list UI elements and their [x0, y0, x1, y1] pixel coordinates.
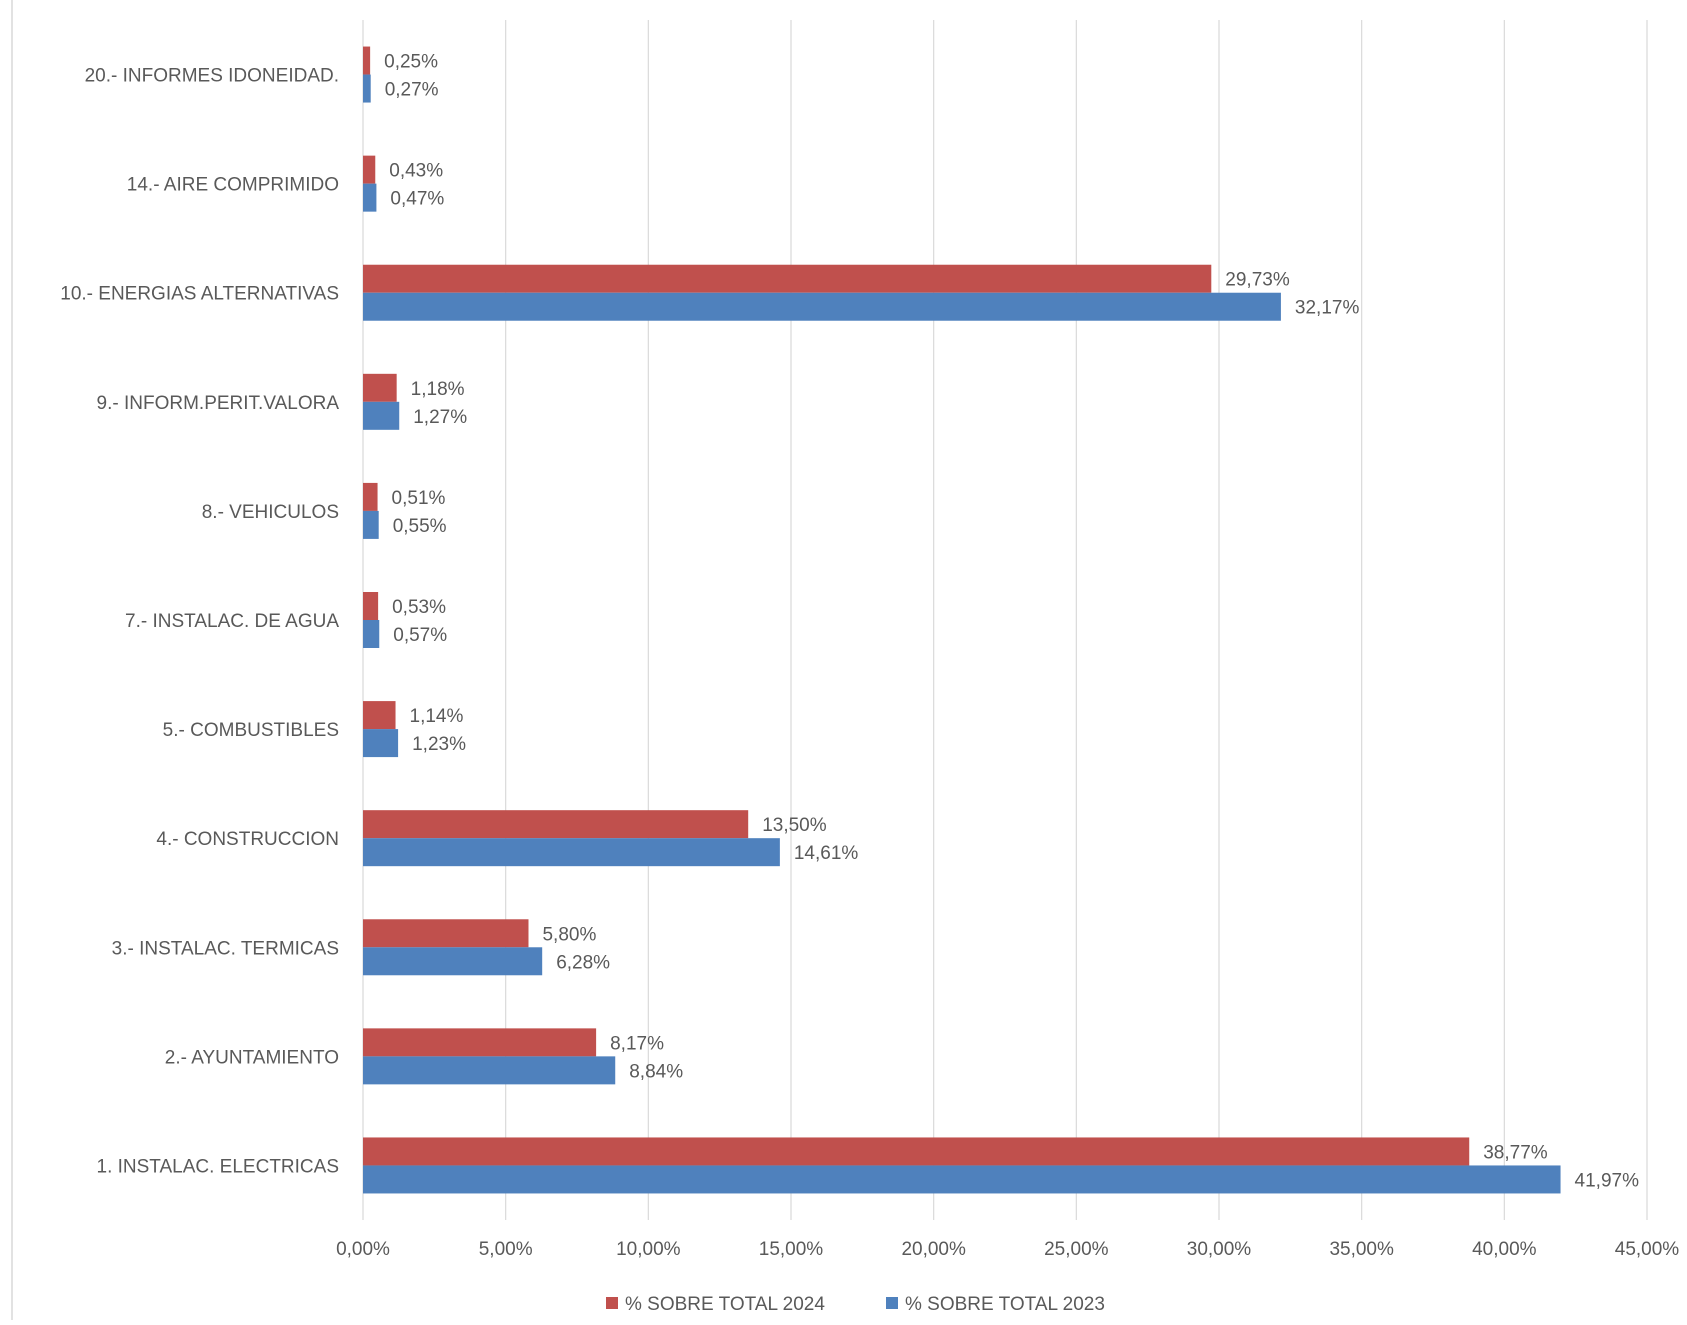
data-labels: 0,25% 0,27% 0,43% 0,47% 29,73%32,17% 1,18% 1,2… — [384, 52, 1639, 1192]
bar-2023 — [363, 401, 400, 430]
bar-2024 — [363, 155, 376, 184]
category-label: 10.- ENERGIAS ALTERNATIVAS — [60, 284, 339, 305]
category-label: 9.- INFORM.PERIT.VALORA — [97, 393, 340, 414]
bar-2024 — [363, 482, 378, 511]
bar-2024 — [363, 919, 529, 948]
bar-2023 — [363, 183, 377, 212]
bar-2023 — [363, 292, 1281, 321]
x-tick-label: 25,00% — [1044, 1239, 1109, 1260]
data-label-2023: 0,57% — [393, 625, 447, 646]
bar-2023 — [363, 74, 371, 103]
x-tick-label: 15,00% — [759, 1239, 824, 1260]
data-label-2023: 32,17% — [1295, 298, 1360, 319]
x-tick-label: 45,00% — [1615, 1239, 1680, 1260]
bar-2023 — [363, 620, 380, 648]
data-label-2024: 5,80% — [542, 924, 596, 945]
data-label-2024: 1,18% — [411, 379, 465, 400]
legend-swatch-2024 — [606, 1297, 618, 1309]
x-tick-label: 0,00% — [336, 1239, 390, 1260]
x-tick-label: 35,00% — [1329, 1239, 1394, 1260]
bar-2023 — [363, 729, 399, 758]
x-tick-label: 30,00% — [1187, 1239, 1252, 1260]
data-label-2024: 0,25% — [384, 52, 438, 73]
category-label: 20.- INFORMES IDONEIDAD. — [85, 66, 339, 87]
data-label-2023: 8,84% — [629, 1061, 683, 1082]
data-label-2023: 14,61% — [794, 843, 859, 864]
bar-2023 — [363, 1056, 616, 1085]
category-label: 8.- VEHICULOS — [202, 502, 339, 523]
data-label-2024: 0,51% — [392, 488, 446, 509]
legend-swatch-2023 — [886, 1297, 898, 1309]
category-label: 4.- CONSTRUCCION — [156, 829, 339, 850]
x-tick-label: 10,00% — [616, 1239, 681, 1260]
category-label: 3.- INSTALAC. TERMICAS — [112, 938, 339, 959]
x-tick-label: 20,00% — [901, 1239, 966, 1260]
category-label: 2.- AYUNTAMIENTO — [165, 1047, 339, 1068]
data-label-2024: 38,77% — [1483, 1142, 1548, 1163]
x-tick-label: 5,00% — [479, 1239, 533, 1260]
data-label-2023: 41,97% — [1575, 1170, 1640, 1191]
data-label-2023: 0,47% — [390, 189, 444, 210]
legend-label-2024: % SOBRE TOTAL 2024 — [625, 1294, 825, 1315]
category-label: 7.- INSTALAC. DE AGUA — [125, 611, 339, 632]
legend-label-2023: % SOBRE TOTAL 2023 — [905, 1294, 1105, 1315]
data-label-2023: 1,23% — [412, 734, 466, 755]
bar-2024 — [363, 1137, 1470, 1166]
legend: % SOBRE TOTAL 2024 % SOBRE TOTAL 2023 — [606, 1294, 1105, 1315]
data-label-2024: 8,17% — [610, 1033, 664, 1054]
bar-2024 — [363, 592, 379, 620]
data-label-2024: 29,73% — [1225, 270, 1290, 291]
data-label-2023: 0,55% — [393, 516, 447, 537]
data-label-2023: 0,27% — [385, 80, 439, 101]
x-tick-label: 40,00% — [1472, 1239, 1537, 1260]
data-label-2024: 13,50% — [762, 815, 827, 836]
bar-2024 — [363, 701, 396, 730]
bar-2024 — [363, 810, 749, 839]
category-label: 1. INSTALAC. ELECTRICAS — [97, 1156, 340, 1177]
bar-2024 — [363, 1028, 597, 1057]
bar-2024 — [363, 373, 397, 402]
data-label-2023: 1,27% — [413, 407, 467, 428]
data-label-2024: 0,43% — [389, 161, 443, 182]
data-label-2023: 6,28% — [556, 952, 610, 973]
data-label-2024: 1,14% — [410, 706, 464, 727]
bar-2023 — [363, 1165, 1561, 1194]
x-tick-labels: 0,00% 5,00% 10,00% 15,00% 20,00% 25,00% 30,00%… — [336, 1239, 1679, 1260]
category-labels: 20.- INFORMES IDONEIDAD. 14.- AIRE COMPRI… — [60, 66, 339, 1178]
category-label: 14.- AIRE COMPRIMIDO — [127, 175, 339, 196]
bar-2024 — [363, 46, 371, 75]
category-label: 5.- COMBUSTIBLES — [163, 720, 339, 741]
bars — [363, 46, 1561, 1194]
data-label-2024: 0,53% — [392, 597, 446, 618]
gridlines — [11, 0, 1648, 1320]
bar-2024 — [363, 264, 1212, 293]
bar-2023 — [363, 838, 780, 867]
bar-2023 — [363, 947, 543, 976]
bar-2023 — [363, 510, 379, 539]
